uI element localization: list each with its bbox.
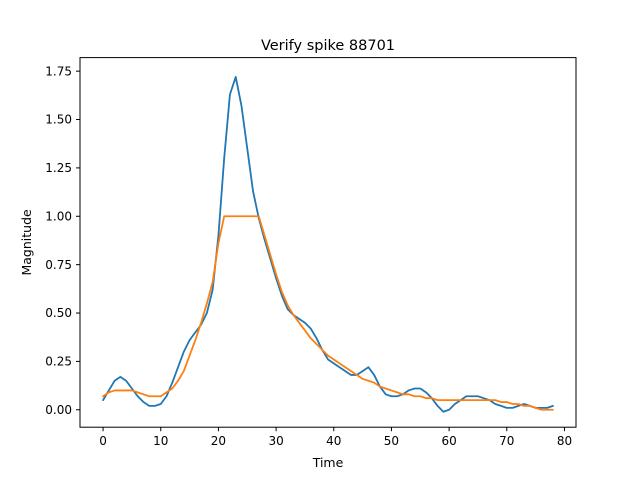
x-tick-label: 20 [211,434,226,448]
x-tick-label: 60 [441,434,456,448]
y-tick-label: 1.25 [45,161,72,175]
y-axis-label: Magnitude [19,209,34,276]
x-axis-label: Time [312,455,344,470]
plot-frame [79,57,577,428]
y-axis: 0.00 0.25 0.50 0.75 1.00 1.25 1.50 1.75 [45,64,80,417]
y-tick-label: 0.75 [45,258,72,272]
x-tick-label: 80 [557,434,572,448]
x-axis: 0 10 20 30 40 50 60 70 80 [99,427,572,448]
x-tick-label: 70 [499,434,514,448]
x-tick-label: 0 [99,434,107,448]
x-tick-label: 30 [268,434,283,448]
y-tick-label: 1.50 [45,113,72,127]
series-line-2 [102,215,554,411]
y-tick-label: 0.50 [45,306,72,320]
x-tick-label: 10 [153,434,168,448]
y-tick-label: 1.00 [45,209,72,223]
chart-title: Verify spike 88701 [261,38,395,54]
y-tick-label: 1.75 [45,64,72,78]
y-tick-label: 0.25 [45,355,72,369]
series-layer [102,76,554,413]
x-tick-label: 50 [384,434,399,448]
y-tick-label: 0.00 [45,403,72,417]
series-line-1 [102,76,554,413]
x-tick-label: 40 [326,434,341,448]
